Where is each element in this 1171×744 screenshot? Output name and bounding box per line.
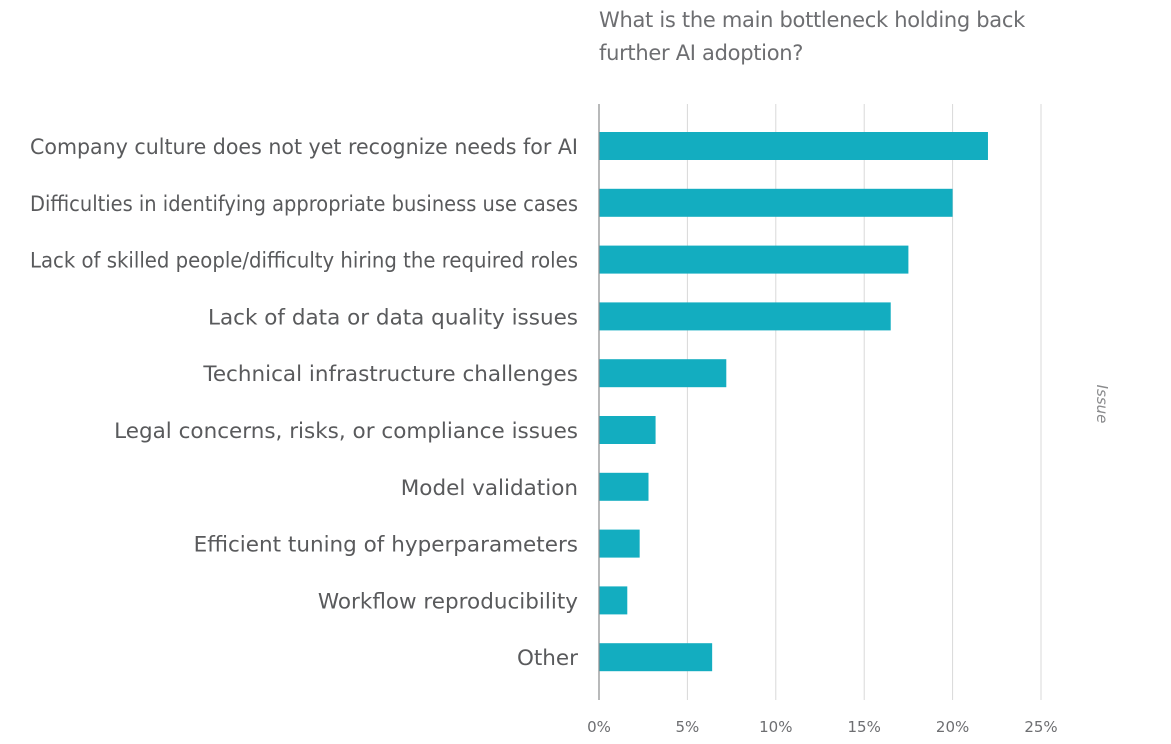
x-tick-label: 5%: [676, 718, 700, 736]
category-labels: Company culture does not yet recognize n…: [30, 135, 578, 671]
category-label: Lack of data or data quality issues: [208, 305, 578, 330]
category-label: Model validation: [401, 476, 578, 501]
bar: [599, 643, 713, 672]
bar: [599, 586, 628, 615]
bar: [599, 245, 909, 274]
category-label: Other: [517, 646, 578, 671]
x-tick-label: 0%: [587, 718, 611, 736]
category-label: Legal concerns, risks, or compliance iss…: [114, 419, 578, 444]
category-label: Lack of skilled people/difficulty hiring…: [30, 249, 578, 274]
category-label: Efficient tuning of hyperparameters: [194, 533, 578, 558]
x-tick-labels: 0% 5% 10% 15% 20% 25%: [587, 718, 1058, 736]
bar: [599, 472, 649, 501]
category-label: Workflow reproducibility: [318, 589, 578, 614]
x-tick-label: 15%: [848, 718, 881, 736]
x-tick-label: 20%: [936, 718, 969, 736]
x-tick-label: 25%: [1024, 718, 1057, 736]
bar: [599, 529, 640, 558]
bar: [599, 188, 953, 217]
bar: [599, 359, 727, 388]
category-label: Company culture does not yet recognize n…: [30, 135, 578, 160]
side-axis-label: Issue: [1093, 385, 1111, 424]
chart-title: What is the main bottleneck holding back…: [599, 8, 1025, 65]
bar: [599, 416, 656, 444]
bar: [599, 302, 891, 331]
x-tick-label: 10%: [759, 718, 792, 736]
bars: [599, 132, 988, 672]
category-label: Technical infrastructure challenges: [202, 362, 578, 387]
bar: [599, 132, 988, 160]
category-label: Difficulties in identifying appropriate …: [30, 192, 578, 217]
